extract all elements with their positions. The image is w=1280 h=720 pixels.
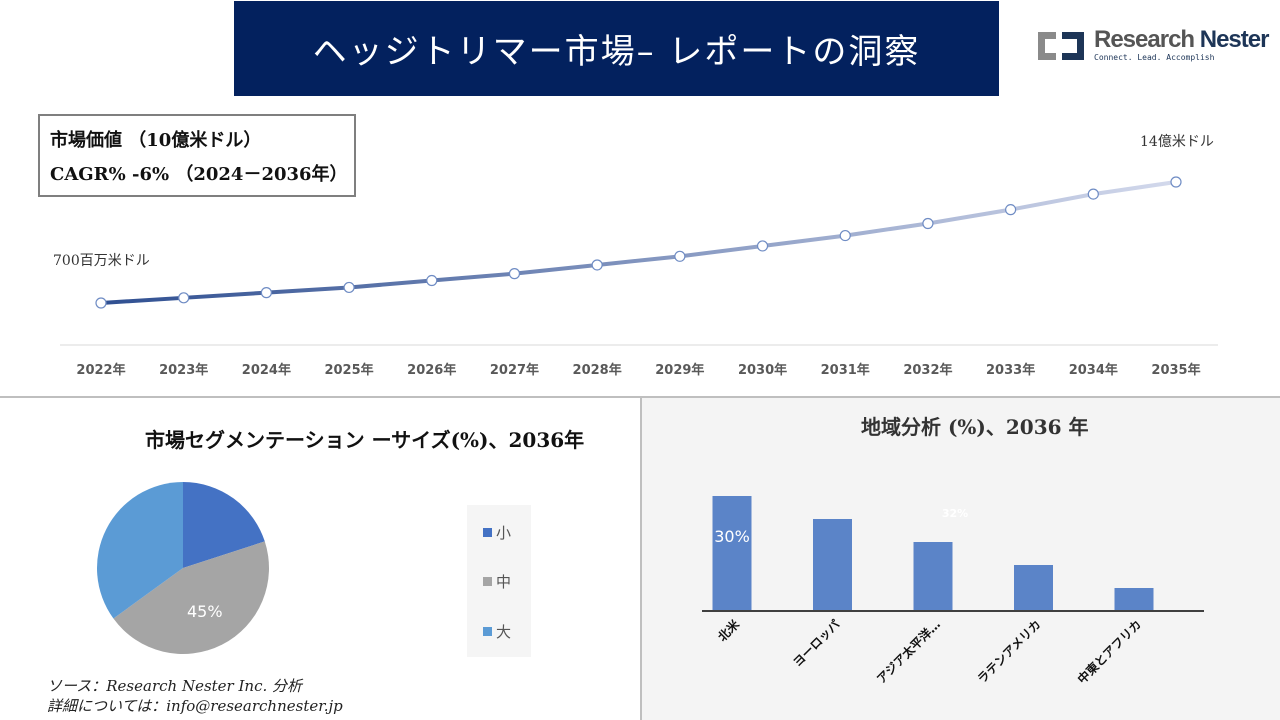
x-tick-label: ヨーロッパ (790, 617, 842, 669)
data-point (343, 281, 355, 294)
x-tick-label: 2030年 (738, 362, 787, 378)
bar (712, 496, 752, 611)
x-tick-label: 2031年 (821, 362, 870, 378)
market-info-box: 市場価値 （10億米ドル） CAGR% -6% （2024－2036年） (38, 114, 356, 197)
page-title: ヘッジトリマー市場– レポートの洞察 (234, 1, 999, 96)
bar (813, 519, 852, 611)
x-tick-label: 2024年 (242, 362, 291, 378)
x-tick-label: 2033年 (986, 362, 1035, 378)
market-line-chart: 2022年 2023年 2024年 2025年 2026年 2027年 2028年 2029年… (60, 176, 1218, 378)
source-text: ソース：Research Nester Inc. 分析 (47, 677, 303, 695)
x-tick-label: アジア太平洋… (873, 617, 943, 687)
legend-item-small: 小 (483, 522, 511, 543)
x-tick-label: 2027年 (490, 362, 539, 378)
pie-slice (97, 482, 183, 619)
data-point (178, 292, 190, 304)
logo-tagline: Connect. Lead. Accomplish (1094, 53, 1215, 62)
x-tick-label: 2035年 (1151, 362, 1200, 378)
data-point (1170, 176, 1182, 188)
data-point (756, 240, 769, 252)
x-tick-label: 2034年 (1069, 362, 1118, 378)
bar (1114, 588, 1154, 611)
x-tick-label: 2022年 (76, 362, 125, 378)
legend-swatch (483, 528, 492, 537)
bar-data-label: 30% (714, 527, 750, 546)
x-tick-label: 2029年 (655, 362, 704, 378)
contact-text: 詳細については：info@researchnester.jp (47, 697, 343, 715)
x-tick-label: 2023年 (159, 362, 208, 378)
data-point (674, 250, 686, 262)
segment-pie-chart: 45% (97, 482, 270, 654)
pie-legend: 小 中 大 (467, 505, 531, 657)
x-tick-label: 北米 (715, 616, 743, 644)
pie-data-label: 45% (187, 602, 223, 621)
data-point (591, 259, 603, 271)
data-point (426, 274, 438, 287)
x-tick-label: ラテンアメリカ (975, 617, 1044, 686)
end-value-annotation: 14億米ドル (1140, 134, 1214, 150)
x-tick-label: 中東とアフリカ (1074, 617, 1144, 687)
data-point (508, 268, 521, 280)
data-point (1005, 204, 1017, 216)
data-point (95, 297, 107, 309)
region-bar-chart: 北米 ヨーロッパ アジア太平洋… ラテンアメリカ 中東とアフリカ 30% 32% (702, 496, 1204, 687)
x-tick-label: 2025年 (324, 362, 373, 378)
legend-swatch (483, 577, 492, 586)
bar (1014, 565, 1053, 611)
legend-item-medium: 中 (483, 571, 511, 592)
source-note: ソース：Research Nester Inc. 分析 詳細については：info… (47, 676, 343, 716)
region-panel: 地域分析 (%)、2036 年 北米 ヨーロッパ アジア太平洋… ラテンアメリカ 中東と… (640, 398, 1280, 720)
bar-data-label: 32% (942, 507, 968, 520)
bar (913, 542, 953, 611)
logo-icon (1038, 32, 1084, 60)
logo: Research Nester Connect. Lead. Accomplis… (1034, 26, 1269, 66)
legend-swatch (483, 627, 492, 636)
pie-slice (113, 541, 270, 654)
data-point (839, 229, 851, 242)
data-point (260, 287, 272, 299)
market-value-label: 市場価値 （10億米ドル） (50, 130, 262, 151)
cagr-label: CAGR% -6% （2024－2036年） (50, 164, 348, 185)
start-value-annotation: 700百万米ドル (53, 253, 150, 269)
x-tick-label: 2032年 (903, 362, 952, 378)
divider (0, 396, 1280, 398)
pie-chart-title: 市場セグメンテーション ーサイズ(%)、2036年 (145, 428, 585, 452)
bar-chart-title: 地域分析 (%)、2036 年 (861, 415, 1089, 439)
legend-item-large: 大 (483, 621, 511, 642)
x-tick-label: 2026年 (407, 362, 456, 378)
data-point (922, 217, 934, 230)
series-line (100, 180, 1177, 305)
pie-slice (183, 482, 265, 568)
logo-name: Research Nester (1094, 26, 1269, 53)
data-point (1087, 188, 1099, 200)
x-tick-label: 2028年 (573, 362, 622, 378)
